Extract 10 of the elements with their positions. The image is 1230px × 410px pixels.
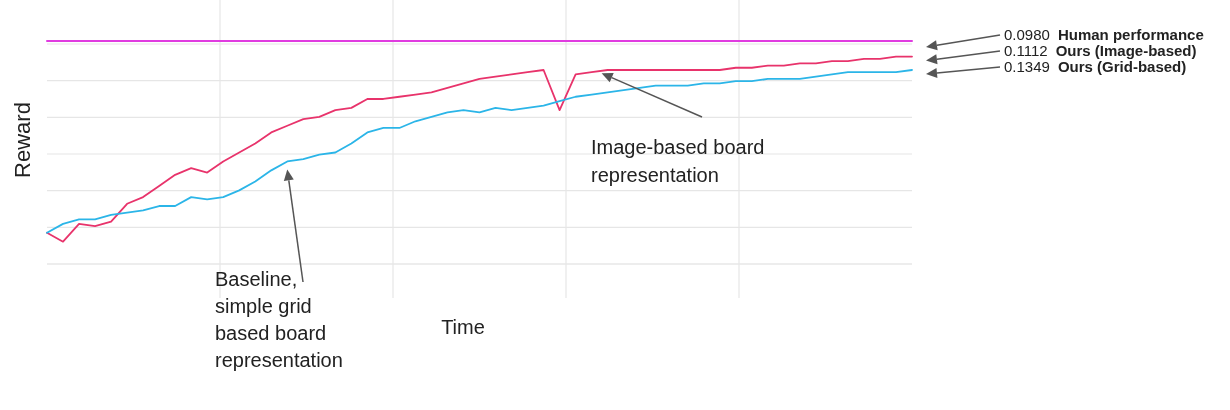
text: 0.1112 — [1004, 42, 1048, 59]
y-axis-title: Reward — [10, 102, 35, 178]
x-axis-title: Time — [441, 316, 485, 338]
text: Human performance — [1057, 26, 1204, 43]
text: 0.1349 — [1004, 58, 1050, 75]
text: Baseline, simple grid based board representation — [215, 268, 343, 371]
annotation: Image-based board representation — [591, 136, 765, 186]
text: Ours (Grid-based) — [1057, 58, 1187, 75]
text: 0.0980 — [1004, 26, 1050, 43]
text: Ours (Image-based) — [1055, 42, 1197, 59]
